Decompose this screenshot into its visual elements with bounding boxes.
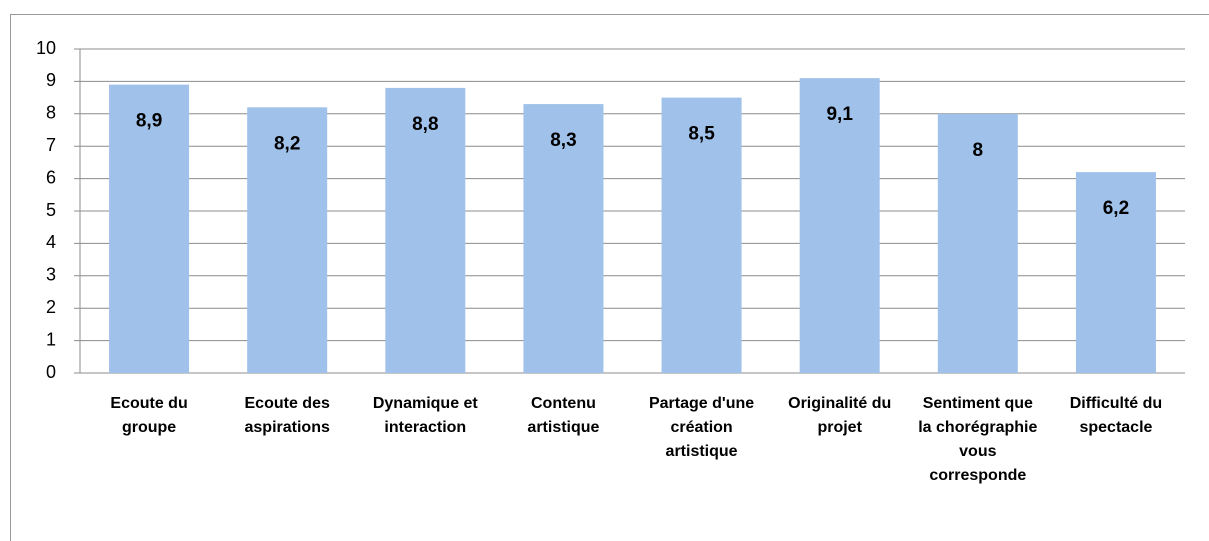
y-tick-label: 1 <box>46 329 56 349</box>
chart-frame <box>10 14 1209 541</box>
x-tick-line: Contenu <box>531 395 596 412</box>
x-tick-label: Ecoute du groupe <box>110 395 187 436</box>
data-label: 8 <box>973 140 984 161</box>
data-label: 8,3 <box>550 130 576 151</box>
x-tick-line: projet <box>817 419 862 436</box>
x-tick-line: artistique <box>666 443 738 460</box>
data-label: 8,2 <box>274 133 300 154</box>
x-tick-line: artistique <box>527 419 599 436</box>
x-tick-label: Ecoute des aspirations <box>245 395 330 436</box>
x-tick-line: Originalité du <box>788 395 891 412</box>
y-tick-label: 5 <box>46 200 56 220</box>
x-tick-line: corresponde <box>929 467 1026 484</box>
x-tick-line: aspirations <box>245 419 330 436</box>
x-tick-label: Difficulté du spectacle <box>1070 395 1162 436</box>
x-tick-line: spectacle <box>1079 419 1152 436</box>
bar <box>109 84 190 373</box>
x-tick-label: Partage d'une création artistique <box>649 395 754 460</box>
bar <box>523 104 604 373</box>
y-tick-label: 7 <box>46 135 56 155</box>
y-tick-label: 0 <box>46 362 56 382</box>
x-tick-line: création <box>670 419 732 436</box>
x-tick-line: groupe <box>122 419 176 436</box>
bar <box>661 97 742 373</box>
data-label: 9,1 <box>826 104 853 125</box>
x-tick-label: Sentiment que la chorégraphie vous correspo… <box>918 395 1037 484</box>
x-tick-line: Difficulté du <box>1070 395 1162 412</box>
x-tick-label: Originalité du projet <box>788 395 891 436</box>
data-label: 8,9 <box>136 111 162 132</box>
x-tick-line: vous <box>959 443 996 460</box>
bar <box>247 107 328 373</box>
x-tick-label: Contenu artistique <box>527 395 599 436</box>
x-tick-line: Ecoute des <box>245 395 330 412</box>
x-tick-label: Dynamique et interaction <box>373 395 479 436</box>
bar <box>385 87 466 373</box>
y-tick-label: 4 <box>46 232 56 252</box>
x-tick-line: la chorégraphie <box>918 419 1037 436</box>
x-tick-line: Ecoute du <box>110 395 187 412</box>
y-tick-label: 6 <box>46 167 56 187</box>
data-label: 6,2 <box>1103 198 1129 219</box>
y-tick-label: 9 <box>46 70 56 90</box>
y-tick-label: 8 <box>46 103 56 123</box>
data-label: 8,5 <box>688 124 715 145</box>
bar <box>799 78 880 373</box>
y-tick-label: 3 <box>46 265 56 285</box>
y-tick-label: 10 <box>36 38 56 58</box>
y-tick-label: 2 <box>46 297 56 317</box>
x-tick-line: Partage d'une <box>649 395 754 412</box>
x-tick-line: interaction <box>384 419 466 436</box>
data-label: 8,8 <box>412 114 438 135</box>
bar <box>1075 172 1156 373</box>
bar <box>937 113 1018 374</box>
x-tick-line: Dynamique et <box>373 395 479 412</box>
x-tick-line: Sentiment que <box>923 395 1033 412</box>
